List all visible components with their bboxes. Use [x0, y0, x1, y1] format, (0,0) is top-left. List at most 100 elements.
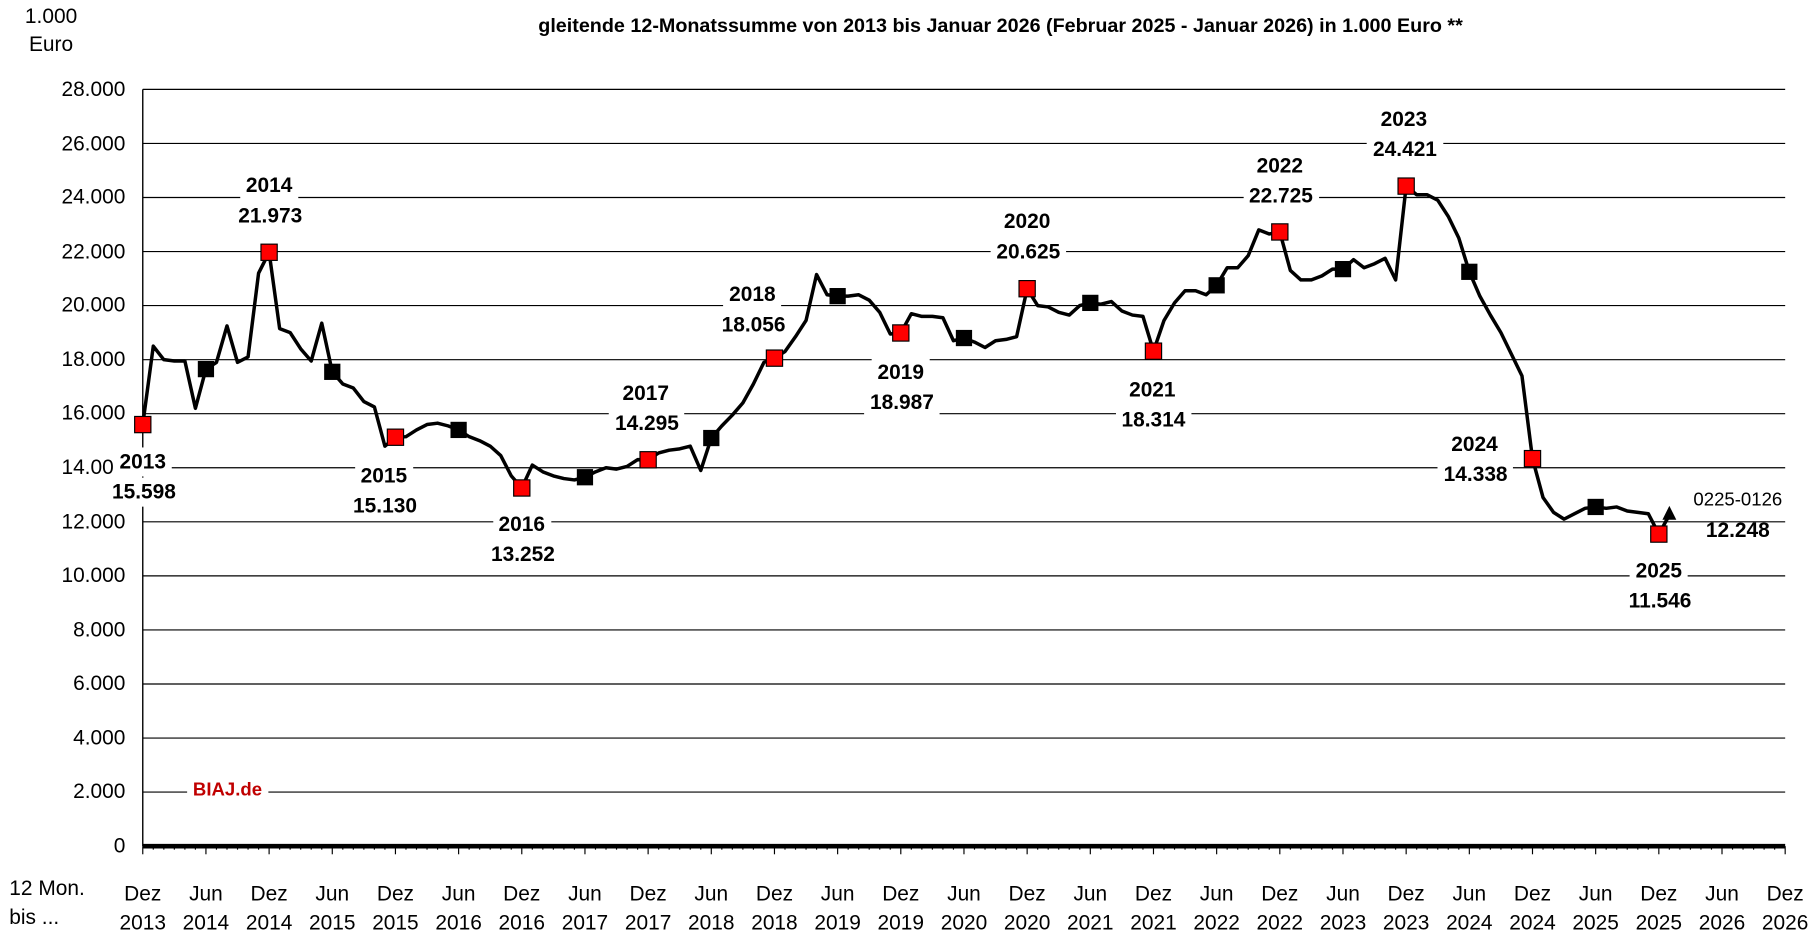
value-label: 14.338: [1437, 460, 1514, 490]
mid-marker: [1334, 260, 1352, 278]
y-tick-label: 12.000: [61, 509, 126, 533]
year-label: 2015: [354, 461, 413, 491]
x-tick-label: Dez 2017: [624, 882, 672, 935]
year-marker: [639, 451, 657, 469]
x-tick-label: Dez 2020: [1003, 882, 1051, 935]
value-label: 15.130: [347, 491, 423, 521]
value-label: 20.625: [990, 237, 1067, 267]
year-marker: [134, 415, 152, 434]
y-tick-label: 14.000: [61, 455, 126, 479]
x-tick-label: Dez 2023: [1382, 882, 1430, 935]
year-label: 2013: [113, 447, 172, 477]
year-marker: [1018, 280, 1036, 298]
x-tick-label: Jun 2016: [435, 882, 482, 935]
x-tick-label: Jun 2025: [1572, 882, 1619, 935]
year-label: 2024: [1445, 430, 1504, 460]
year-label: 2018: [723, 279, 782, 309]
x-tick-label: Jun 2023: [1319, 882, 1367, 935]
x-tick-label: Jun 2022: [1193, 882, 1240, 935]
value-label: 22.725: [1243, 181, 1319, 211]
year-label: 2014: [240, 171, 299, 201]
x-tick-label: Jun 2017: [561, 882, 609, 935]
year-marker: [1650, 525, 1668, 543]
x-tick-label: Jun 2020: [940, 882, 988, 935]
x-tick-label: Dez 2013: [119, 882, 166, 935]
end-marker: [1662, 505, 1677, 520]
value-label: 18.056: [715, 309, 792, 339]
year-marker: [513, 479, 531, 497]
mid-marker: [1587, 498, 1604, 516]
mid-marker: [955, 329, 973, 347]
year-marker: [1144, 342, 1163, 360]
year-label: 2021: [1123, 374, 1182, 404]
value-label: 21.973: [232, 201, 309, 231]
y-tick-label: 24.000: [61, 185, 126, 209]
mid-marker: [1208, 277, 1225, 294]
year-marker: [260, 243, 278, 261]
x-axis-label: 12 Mon. bis ...: [9, 876, 85, 929]
x-tick-label: Dez 2016: [498, 882, 546, 935]
x-tick-label: Dez 2024: [1509, 882, 1556, 935]
y-tick-label: 6.000: [73, 671, 126, 696]
x-tick-label: Dez 2021: [1130, 882, 1177, 935]
x-tick-label: Jun 2026: [1698, 882, 1746, 935]
y-tick-label: 18.000: [61, 347, 126, 371]
mid-marker: [197, 360, 215, 378]
year-marker: [1397, 177, 1415, 195]
year-label: 2025: [1629, 556, 1688, 586]
y-tick-label: 2.000: [73, 779, 126, 804]
value-label: 15.598: [106, 477, 182, 507]
end-label: 0225-0126: [1693, 490, 1783, 510]
year-marker: [765, 349, 784, 367]
x-tick-label: Dez 2025: [1635, 882, 1683, 935]
chart-title: gleitende 12-Monatssumme von 2013 bis Ja…: [538, 14, 1463, 37]
y-tick-label: 4.000: [73, 725, 126, 750]
year-label: 2016: [492, 510, 551, 540]
value-label: 14.295: [609, 409, 685, 439]
x-tick-label: Jun 2015: [309, 882, 356, 935]
value-label: 11.546: [1622, 586, 1698, 616]
y-axis-label: 1.000 Euro: [24, 4, 78, 56]
x-tick-label: Jun 2019: [814, 882, 861, 935]
year-marker: [892, 324, 910, 342]
y-tick-label: 8.000: [73, 617, 126, 641]
mid-marker: [829, 288, 846, 305]
y-tick-label: 16.000: [61, 401, 126, 425]
x-tick-label: Dez 2022: [1256, 882, 1304, 935]
x-tick-label: Jun 2018: [688, 882, 735, 935]
y-tick-label: 0: [113, 833, 126, 858]
value-label: 18.314: [1115, 405, 1192, 435]
x-tick-label: Jun 2024: [1446, 882, 1493, 935]
x-tick-label: Dez 2018: [751, 882, 798, 935]
x-tick-label: Dez 2019: [877, 882, 925, 935]
y-tick-label: 28.000: [61, 77, 126, 101]
year-marker: [386, 428, 405, 446]
value-label: 13.252: [485, 540, 561, 570]
x-tick-label: Jun 2014: [182, 882, 230, 935]
mid-marker: [450, 421, 467, 439]
year-label: 2023: [1374, 105, 1433, 135]
value-label: 24.421: [1367, 135, 1443, 165]
x-tick-label: Dez 2015: [372, 882, 419, 935]
x-tick-label: Dez 2026: [1761, 882, 1809, 935]
year-marker: [1271, 223, 1289, 241]
year-label: 2020: [998, 206, 1057, 236]
value-label: 18.987: [864, 388, 940, 418]
year-label: 2022: [1250, 151, 1309, 181]
mid-marker: [1461, 263, 1478, 280]
mid-marker: [703, 429, 720, 447]
year-label: 2017: [616, 379, 675, 409]
y-tick-label: 26.000: [61, 131, 126, 155]
x-tick-label: Jun 2021: [1067, 882, 1114, 935]
year-label: 2019: [871, 357, 930, 387]
value-label: 12.248: [1705, 518, 1770, 542]
mid-marker: [1082, 294, 1099, 312]
y-tick-label: 10.000: [61, 563, 126, 587]
mid-marker: [324, 363, 341, 380]
x-tick-label: Dez 2014: [245, 882, 293, 935]
watermark: BIAJ.de: [187, 775, 268, 805]
y-tick-label: 22.000: [61, 239, 126, 263]
mid-marker: [576, 469, 594, 486]
